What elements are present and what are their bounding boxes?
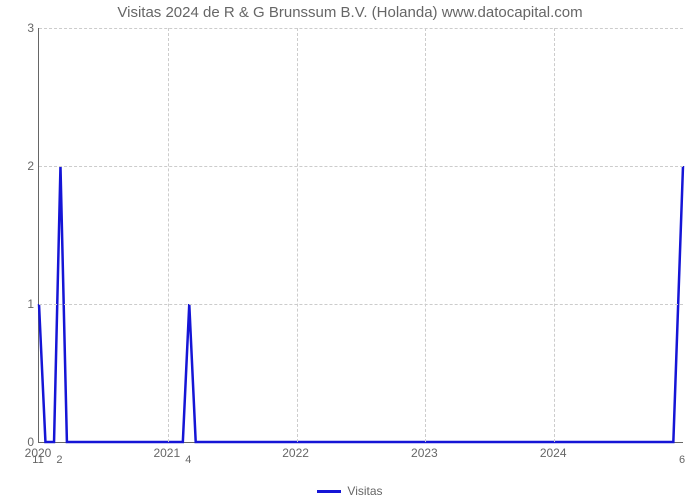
y-tick-label: 3 — [6, 21, 34, 35]
legend-swatch — [317, 490, 341, 493]
data-point-label: 6 — [679, 454, 685, 466]
gridline-horizontal — [39, 166, 683, 167]
gridline-vertical — [168, 28, 169, 442]
gridline-vertical — [425, 28, 426, 442]
data-point-label: 4 — [185, 454, 191, 466]
gridline-vertical — [554, 28, 555, 442]
y-tick-label: 0 — [6, 435, 34, 449]
x-tick-label: 2023 — [411, 446, 438, 460]
x-tick-label: 2022 — [282, 446, 309, 460]
x-tick-label: 2024 — [540, 446, 567, 460]
legend-label: Visitas — [347, 484, 382, 498]
gridline-vertical — [297, 28, 298, 442]
y-tick-label: 2 — [6, 159, 34, 173]
chart-title: Visitas 2024 de R & G Brunssum B.V. (Hol… — [0, 0, 700, 23]
visits-chart: Visitas 2024 de R & G Brunssum B.V. (Hol… — [0, 0, 700, 500]
gridline-horizontal — [39, 304, 683, 305]
x-tick-label: 2021 — [153, 446, 180, 460]
y-tick-label: 1 — [6, 297, 34, 311]
plot-area — [38, 28, 683, 443]
line-series — [39, 28, 683, 442]
gridline-horizontal — [39, 28, 683, 29]
data-point-label: 2 — [56, 454, 62, 466]
legend: Visitas — [0, 483, 700, 498]
data-point-label: 11 — [32, 454, 43, 466]
